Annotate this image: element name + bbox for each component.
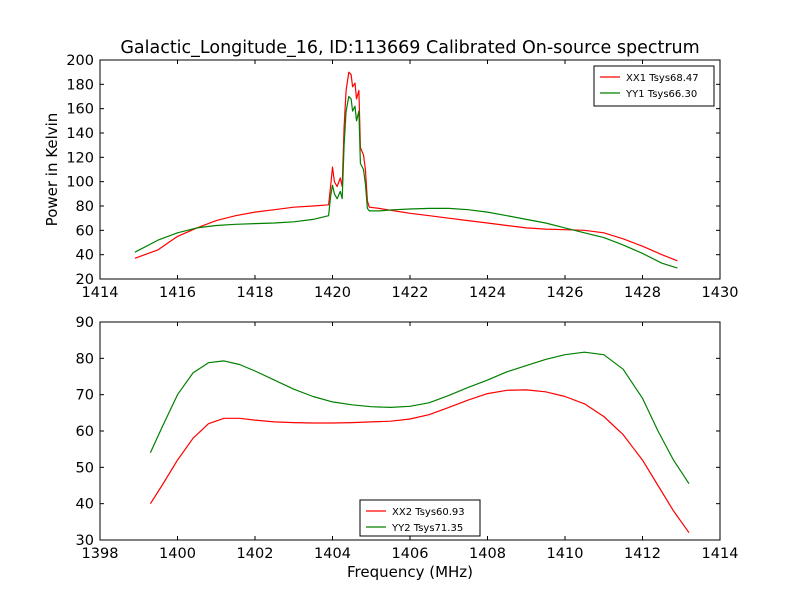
y-tick-label: 160 [66, 102, 94, 118]
x-tick-label: 1426 [547, 285, 584, 301]
x-tick-label: 1404 [314, 546, 351, 562]
series-line-2 [149, 351, 690, 485]
legend-label-2: YY2 Tsys71.35 [391, 523, 463, 534]
legend: XX2 Tsys60.93 YY2 Tsys71.35 [359, 499, 481, 537]
x-axis-label: Frequency (MHz) [347, 563, 473, 581]
y-tick-label: 30 [76, 533, 94, 549]
x-tick-label: 1430 [702, 285, 739, 301]
y-tick-label: 120 [66, 150, 94, 166]
y-tick-label: 200 [66, 53, 94, 69]
x-tick-label: 1424 [469, 285, 506, 301]
y-axis-label: Power in Kelvin [43, 113, 61, 227]
x-tick-label: 1418 [237, 285, 274, 301]
y-tick-label: 50 [76, 460, 94, 476]
x-tick-label: 1422 [392, 285, 429, 301]
y-tick-label: 100 [66, 175, 94, 191]
legend-label-1: XX1 Tsys68.47 [626, 73, 699, 84]
legend: XX1 Tsys68.47 YY1 Tsys66.30 [593, 65, 715, 107]
y-tick-label: 90 [76, 315, 94, 331]
y-tick-label: 60 [76, 223, 94, 239]
y-tick-label: 140 [66, 126, 94, 142]
series-line-2 [134, 95, 678, 269]
y-tick-label: 80 [76, 199, 94, 215]
x-tick-label: 1420 [314, 285, 351, 301]
y-tick-label: 70 [76, 388, 94, 404]
x-tick-label: 1412 [624, 546, 661, 562]
legend-label-1: XX2 Tsys60.93 [392, 507, 465, 518]
x-tick-label: 1410 [547, 546, 584, 562]
series-line-1 [149, 389, 690, 534]
series-group [149, 351, 690, 534]
figure-title: Galactic_Longitude_16, ID:113669 Calibra… [120, 38, 699, 58]
y-tick-label: 60 [76, 424, 94, 440]
series-line-1 [134, 71, 678, 262]
y-tick-label: 20 [76, 272, 94, 288]
top-spectrum-panel: 1414 1416 1418 1420 1422 1424 1426 1428 1430 20 40… [43, 53, 738, 301]
x-tick-label: 1402 [237, 546, 274, 562]
series-group [134, 71, 678, 269]
x-tick-label: 1414 [702, 546, 739, 562]
x-tick-label: 1406 [392, 546, 429, 562]
legend-label-2: YY1 Tsys66.30 [625, 89, 697, 100]
y-tick-label: 40 [76, 248, 94, 264]
x-tick-label: 1414 [82, 285, 119, 301]
x-tick-label: 1408 [469, 546, 506, 562]
y-tick-label: 40 [76, 497, 94, 513]
legend-box [593, 65, 715, 107]
x-tick-label: 1400 [159, 546, 196, 562]
bottom-spectrum-panel: 1398 1400 1402 1404 1406 1408 1410 1412 1414 30 40… [76, 315, 739, 562]
y-tick-label: 80 [76, 351, 94, 367]
y-tick-label: 180 [66, 77, 94, 93]
x-tick-label: 1428 [624, 285, 661, 301]
legend-box [359, 499, 481, 537]
x-tick-label: 1416 [159, 285, 196, 301]
x-tick-label: 1398 [82, 546, 119, 562]
